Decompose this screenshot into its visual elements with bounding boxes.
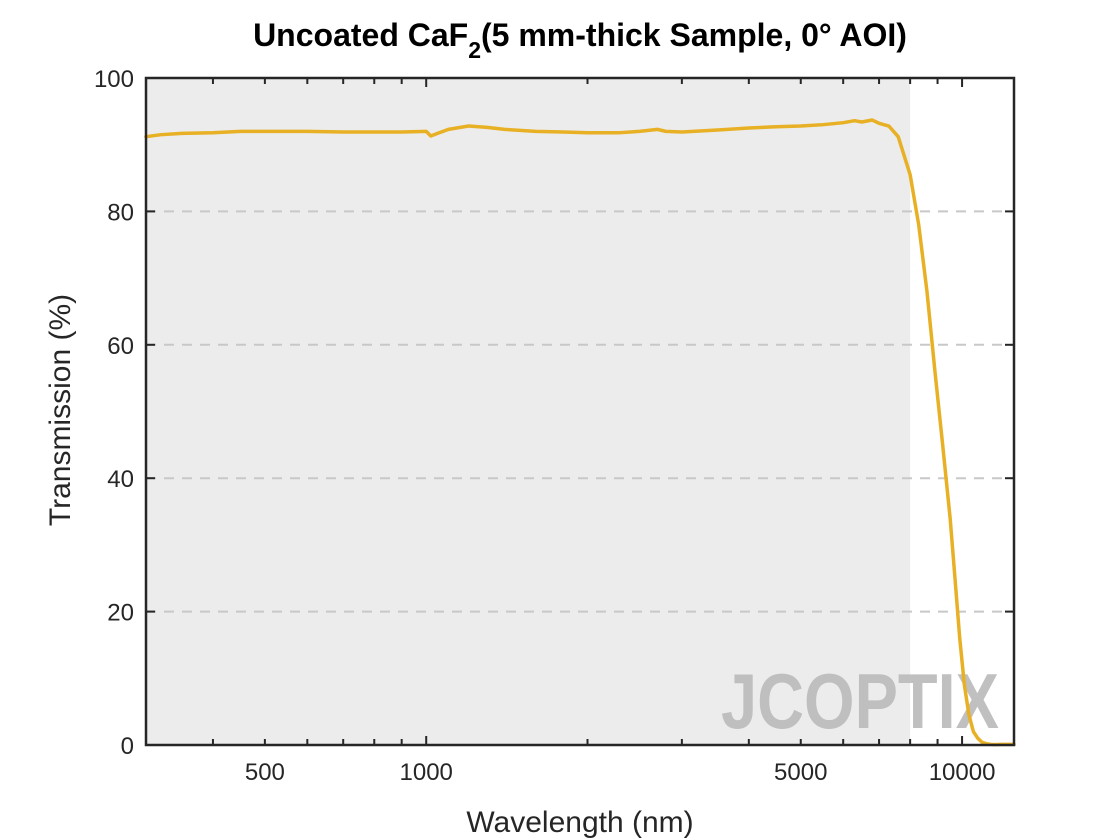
y-tick-label-60: 60 <box>107 333 134 360</box>
chart-title-subscript: 2 <box>468 37 481 63</box>
series-group <box>144 118 1016 747</box>
y-grid <box>146 210 1014 613</box>
axes-box <box>144 76 1016 747</box>
series-line-0 <box>144 118 1016 747</box>
chart-title-rest: (5 mm-thick Sample, 0° AOI) <box>481 17 907 53</box>
chart-title: Uncoated CaF2(5 mm-thick Sample, 0° AOI) <box>253 17 907 63</box>
x-tick-label-10000: 10000 <box>929 759 996 786</box>
x-axis-label: Wavelength (nm) <box>466 806 693 839</box>
y-tick-label-0: 0 <box>121 733 134 760</box>
chart-title-main: Uncoated CaF <box>253 17 468 53</box>
shaded-region <box>146 78 911 745</box>
jcoptix-logo: JCOPTIX <box>721 657 999 745</box>
y-ticks: 0 20 40 60 80 100 <box>94 66 1014 760</box>
x-tick-label-500: 500 <box>245 759 285 786</box>
x-tick-label-5000: 5000 <box>774 759 827 786</box>
y-tick-label-80: 80 <box>107 199 134 226</box>
x-ticks: 500 1000 5000 10000 <box>145 78 996 786</box>
y-tick-label-100: 100 <box>94 66 134 93</box>
y-tick-label-20: 20 <box>107 600 134 627</box>
x-tick-label-1000: 1000 <box>400 759 453 786</box>
watermark-logo-text: JCOPTIX <box>721 657 999 745</box>
axes-frame <box>144 76 1016 747</box>
y-axis-label: Transmission (%) <box>44 294 77 526</box>
y-tick-label-40: 40 <box>107 466 134 493</box>
